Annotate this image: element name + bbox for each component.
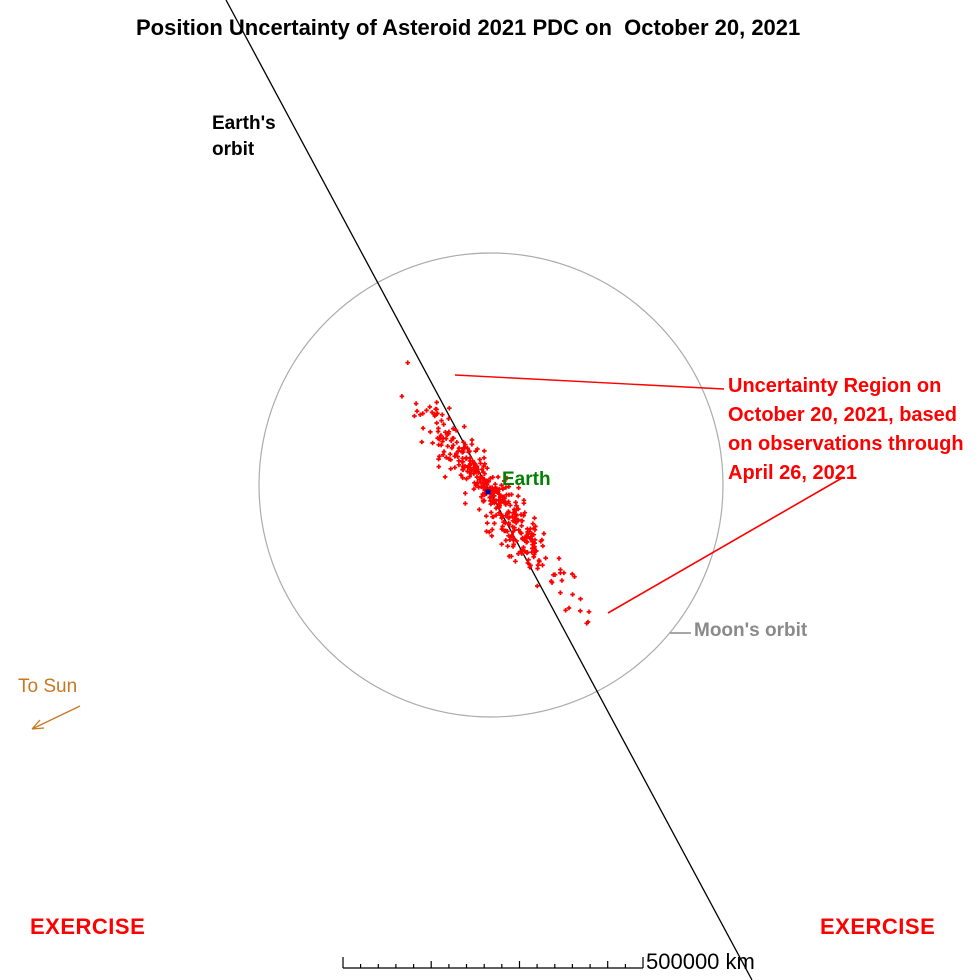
exercise-stamp-left: EXERCISE — [30, 914, 146, 939]
earth-dot — [485, 489, 491, 495]
to-sun-label: To Sun — [18, 676, 78, 697]
earth-label: Earth — [502, 469, 551, 490]
uncertainty-leader-line-top — [454, 374, 725, 390]
moon-orbit-circle — [258, 252, 724, 718]
scale-bar — [342, 957, 644, 969]
scale-bar-label: 500000 km — [646, 949, 755, 974]
plot-title: Position Uncertainty of Asteroid 2021 PD… — [136, 15, 801, 40]
moons-orbit-label: Moon's orbit — [694, 620, 808, 641]
uncertainty-leader-line-bottom — [607, 477, 843, 614]
to-sun-arrow-icon — [31, 705, 81, 730]
uncertainty-cloud — [399, 360, 592, 626]
earths-orbit-label: Earth's orbit — [212, 113, 276, 160]
exercise-stamp-right: EXERCISE — [820, 914, 936, 939]
uncertainty-note: Uncertainty Region on October 20, 2021, … — [728, 375, 964, 484]
uncertainty-cloud-points — [399, 360, 592, 626]
